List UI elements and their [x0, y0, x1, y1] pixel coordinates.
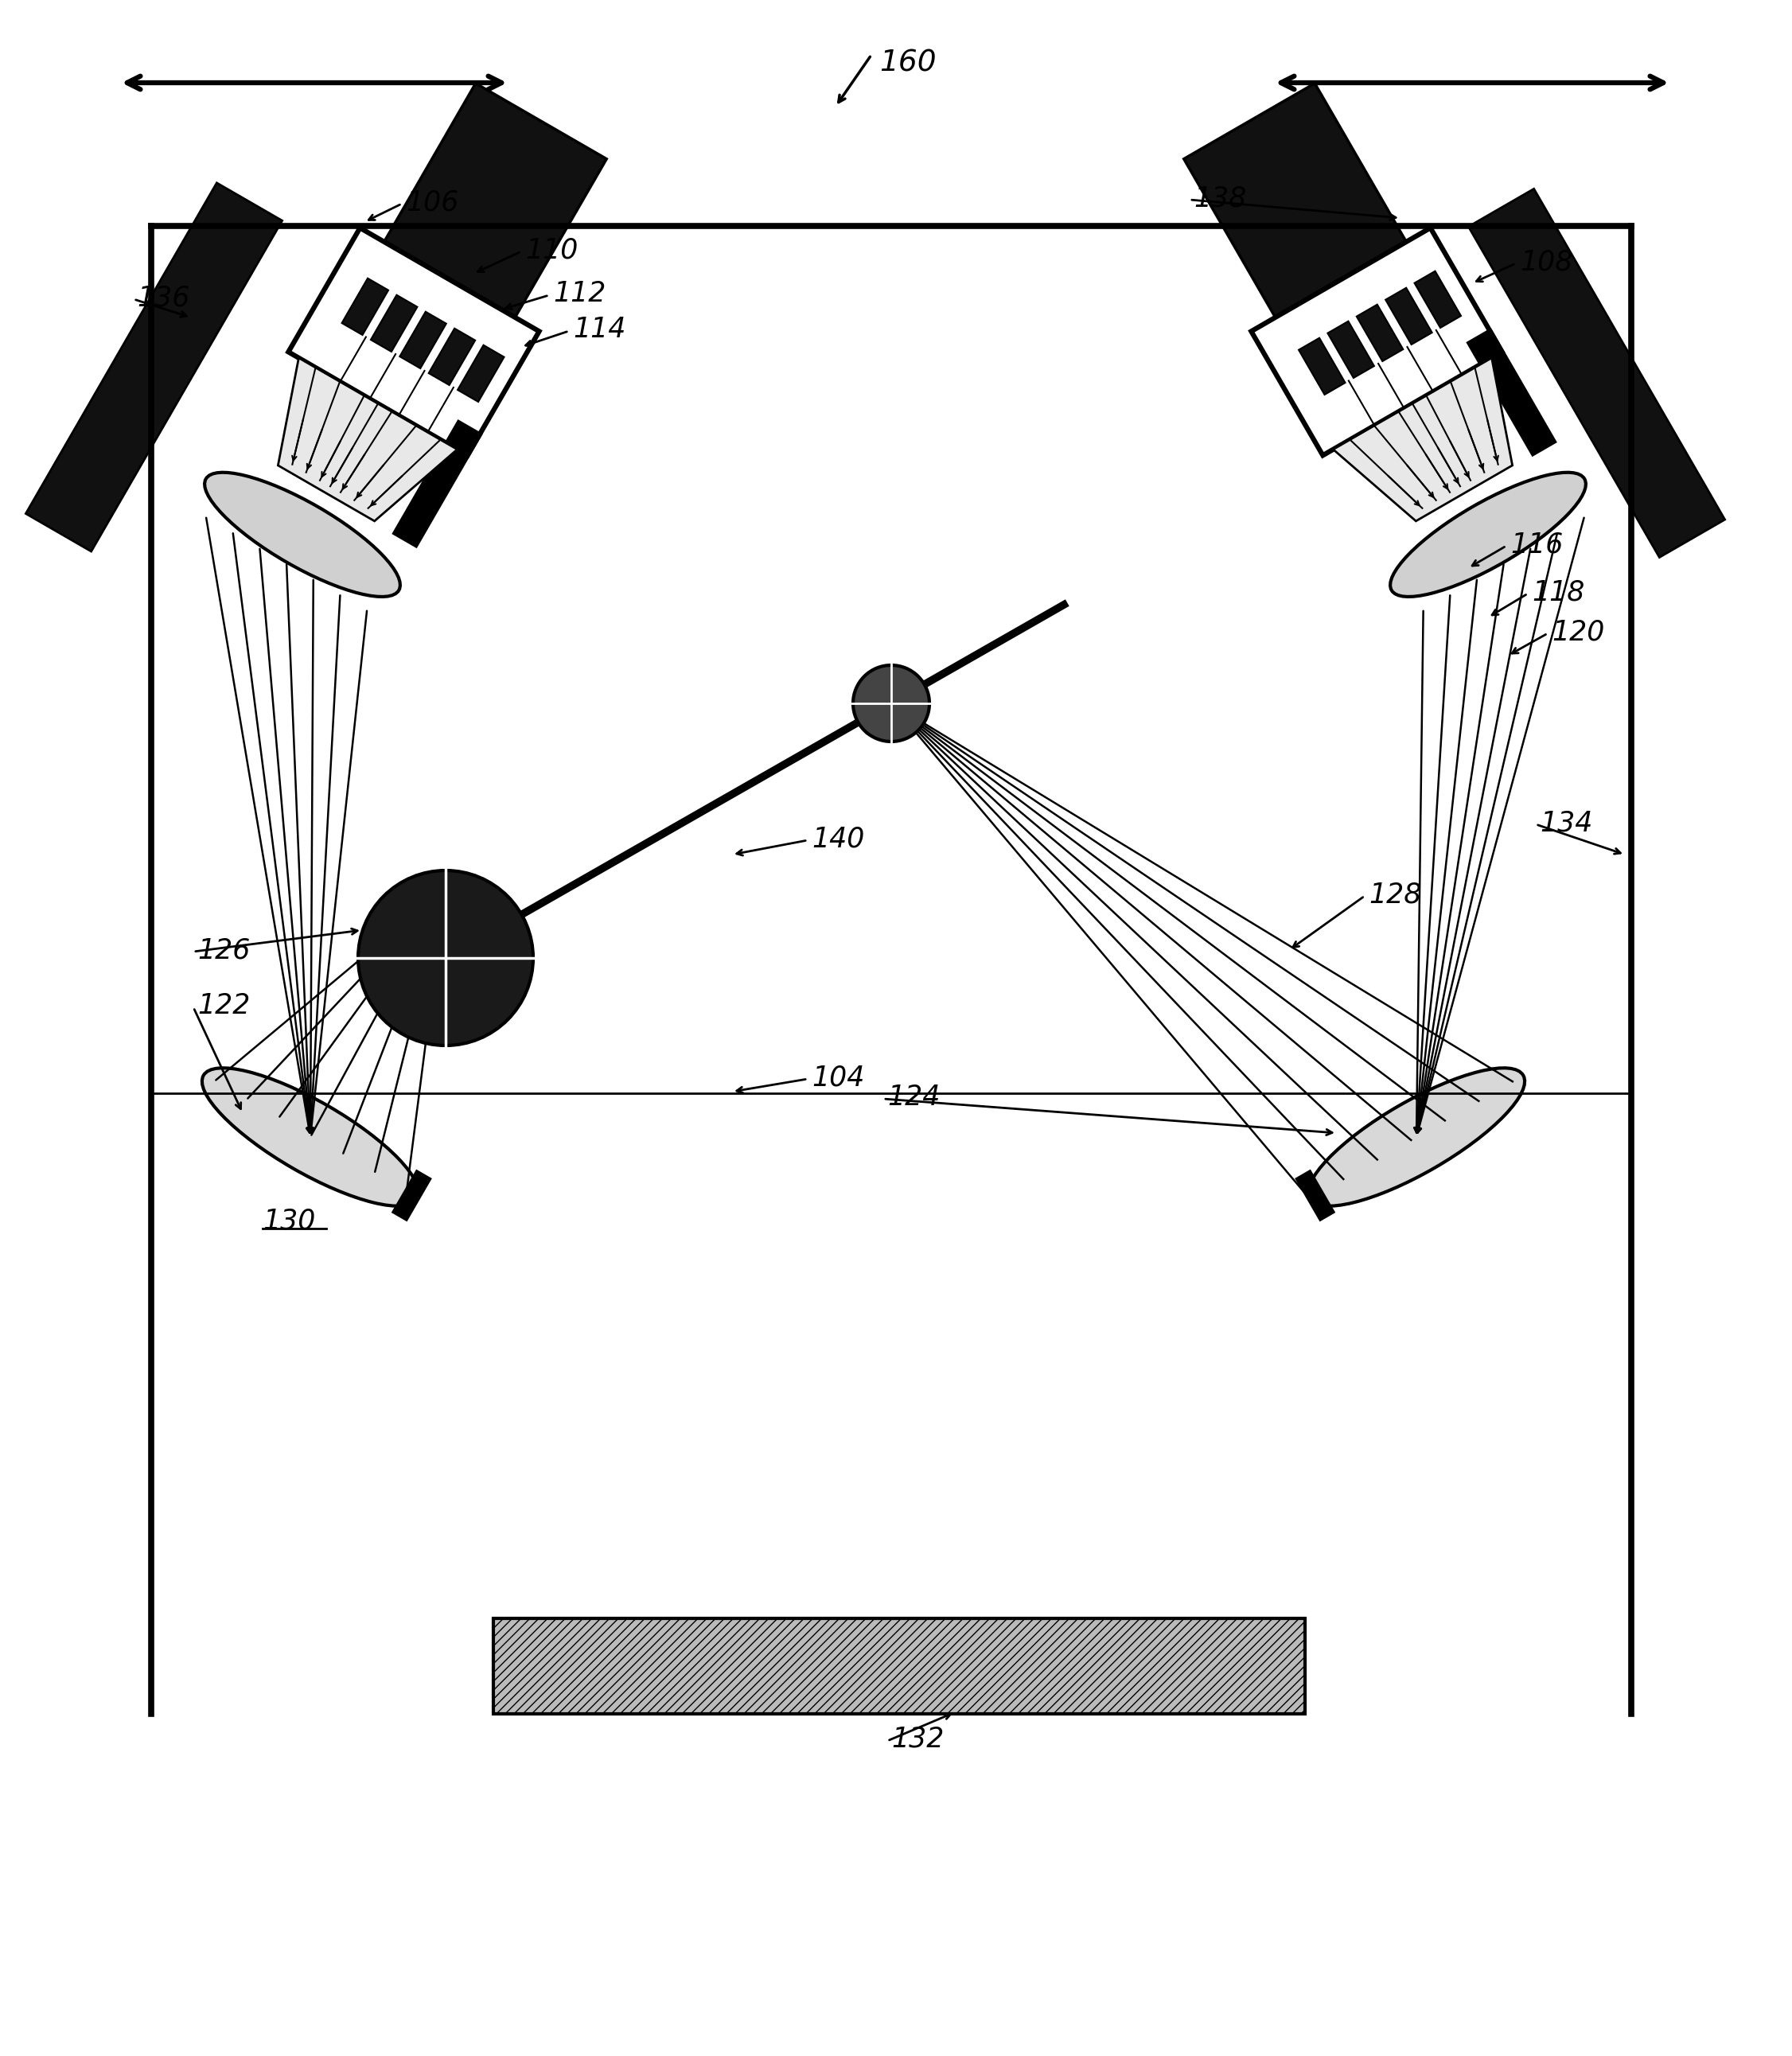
Bar [1251, 228, 1502, 454]
Text: 122: 122 [197, 993, 251, 1020]
Ellipse shape [1308, 1067, 1525, 1207]
Text: 102: 102 [864, 705, 916, 732]
Ellipse shape [1391, 473, 1586, 596]
Text: 118: 118 [1532, 578, 1584, 607]
Text: 104: 104 [812, 1063, 864, 1092]
Bar [1414, 271, 1460, 327]
Text: 120: 120 [1552, 619, 1604, 646]
Bar [1296, 1170, 1333, 1219]
Bar [428, 329, 475, 384]
Text: 128: 128 [1369, 880, 1421, 909]
Bar [493, 1618, 1305, 1715]
Text: 112: 112 [554, 280, 606, 306]
Polygon shape [1333, 358, 1512, 520]
Text: 116: 116 [1511, 530, 1563, 557]
Text: 110: 110 [525, 236, 579, 263]
Bar [1328, 321, 1374, 378]
Polygon shape [278, 358, 457, 520]
Text: 160: 160 [880, 49, 935, 78]
Text: 138: 138 [1193, 185, 1247, 212]
Circle shape [853, 666, 930, 742]
Text: 126: 126 [197, 935, 251, 964]
Bar [400, 313, 446, 368]
Text: 134: 134 [1539, 810, 1593, 837]
Text: 108: 108 [1520, 249, 1573, 276]
Circle shape [358, 870, 534, 1047]
Bar [1468, 189, 1726, 557]
Bar [1469, 331, 1554, 454]
Bar [1357, 304, 1403, 362]
Bar [342, 278, 389, 335]
Ellipse shape [202, 1067, 419, 1207]
Bar [376, 84, 606, 331]
Text: 132: 132 [891, 1725, 944, 1754]
Text: 140: 140 [812, 824, 864, 851]
Text: 136: 136 [136, 284, 190, 310]
Bar [1299, 337, 1346, 395]
Bar [289, 228, 539, 454]
Text: 124: 124 [887, 1084, 941, 1110]
Bar [457, 345, 504, 401]
Bar [392, 1170, 430, 1219]
Text: 114: 114 [573, 317, 625, 343]
Bar [1185, 84, 1414, 331]
Ellipse shape [204, 473, 400, 596]
Text: 106: 106 [405, 189, 459, 216]
Bar [1385, 288, 1432, 345]
Bar [396, 424, 480, 545]
Bar [25, 183, 281, 551]
Text: 130: 130 [263, 1207, 315, 1234]
Bar [371, 294, 418, 352]
